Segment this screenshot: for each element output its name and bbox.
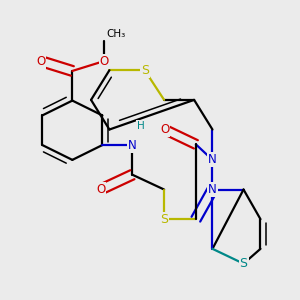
Text: N: N	[208, 183, 217, 196]
Text: O: O	[96, 183, 105, 196]
Text: S: S	[141, 64, 149, 77]
Text: S: S	[239, 257, 247, 270]
Text: O: O	[36, 55, 45, 68]
Text: O: O	[100, 55, 109, 68]
Text: N: N	[208, 153, 217, 167]
Text: S: S	[160, 213, 168, 226]
Text: H: H	[136, 121, 144, 131]
Text: O: O	[160, 123, 170, 136]
Text: N: N	[128, 139, 137, 152]
Text: CH₃: CH₃	[106, 29, 125, 39]
